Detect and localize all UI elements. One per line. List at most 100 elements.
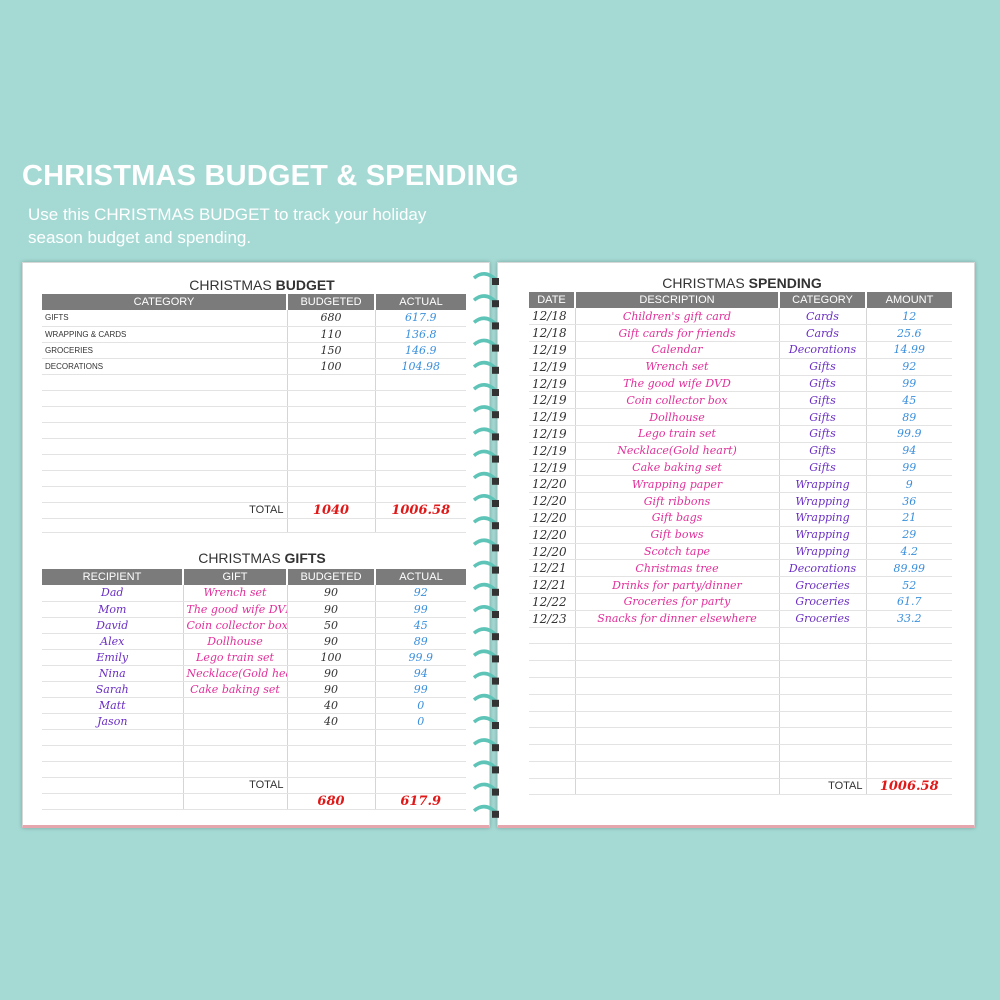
- binding-hole: [492, 433, 499, 441]
- table-cell: [575, 694, 780, 712]
- table-cell: Groceries: [779, 610, 867, 628]
- table-cell: [575, 744, 780, 763]
- table-row: 12/18 Children's gift card Cards 12: [529, 308, 952, 326]
- table-cell: 12/22: [529, 593, 576, 611]
- table-cell: 99: [866, 375, 952, 393]
- table-cell: Cake baking set: [183, 681, 288, 698]
- table-cell: [287, 518, 376, 533]
- table-cell: [42, 406, 288, 423]
- table-cell: [375, 454, 466, 471]
- table-row: 12/19 Cake baking set Gifts 99: [529, 459, 952, 477]
- table-cell: [42, 745, 184, 762]
- table-cell: Dad: [42, 585, 184, 602]
- table-header-row: RECIPIENT GIFT BUDGETED ACTUAL: [42, 569, 466, 585]
- table-row: David Coin collector box 50 45: [42, 617, 466, 634]
- binding-hole: [492, 788, 499, 796]
- table-cell: 90: [287, 585, 376, 602]
- binding-hole: [492, 344, 499, 352]
- table-cell: [866, 694, 952, 712]
- gifts-table: RECIPIENT GIFT BUDGETED ACTUAL Dad Wrench set…: [42, 569, 466, 810]
- table-cell: [779, 627, 867, 645]
- table-cell: [287, 777, 376, 794]
- table-cell: 52: [866, 576, 952, 595]
- table-cell: 100: [287, 649, 376, 666]
- table-cell: Gifts: [779, 459, 867, 477]
- table-cell: [529, 778, 576, 795]
- table-cell: Groceries: [779, 576, 867, 595]
- table-cell: Mom: [42, 601, 184, 618]
- binding-hole: [492, 278, 499, 285]
- table-cell: [866, 643, 952, 662]
- left-planner-page: CHRISTMAS BUDGET CATEGORY BUDGETED ACTUAL G…: [22, 262, 490, 828]
- table-cell: 40: [287, 713, 376, 730]
- table-cell: [529, 694, 576, 712]
- table-row: 12/20 Gift ribbons Wrapping 36: [529, 492, 952, 511]
- table-cell: 100: [287, 358, 376, 375]
- table-cell: [287, 406, 376, 423]
- table-cell: [42, 793, 184, 810]
- table-cell: Scotch tape: [575, 543, 780, 561]
- table-cell: [779, 694, 867, 712]
- table-cell: [575, 643, 780, 662]
- table-cell: 94: [375, 665, 466, 682]
- table-row: 12/18 Gift cards for friends Cards 25.6: [529, 324, 952, 343]
- table-row: Emily Lego train set 100 99.9: [42, 649, 466, 666]
- table-cell: Coin collector box: [183, 617, 288, 634]
- table-cell: Gifts: [779, 375, 867, 393]
- table-cell: 617.9: [375, 310, 466, 327]
- binding-hole: [492, 322, 499, 330]
- column-header: GIFT: [183, 569, 288, 585]
- table-cell: [866, 727, 952, 746]
- table-cell: [779, 727, 867, 746]
- column-header: DATE: [529, 292, 576, 308]
- table-cell: 61.7: [866, 593, 952, 611]
- table-row: Sarah Cake baking set 90 99: [42, 681, 466, 698]
- table-cell: 9: [866, 475, 952, 494]
- column-header: CATEGORY: [779, 292, 867, 308]
- table-cell: Lego train set: [183, 649, 288, 666]
- table-row: [529, 643, 952, 662]
- table-row: Jason 40 0: [42, 713, 466, 730]
- table-cell: 89: [866, 408, 952, 427]
- table-cell: GROCERIES: [42, 342, 288, 359]
- table-row: [529, 677, 952, 695]
- table-cell: [42, 486, 288, 503]
- spiral-binding: [472, 272, 500, 818]
- binding-hole: [492, 411, 499, 419]
- spending-table: DATE DESCRIPTION CATEGORY AMOUNT 12/18 Childr…: [529, 292, 952, 795]
- gifts-title: CHRISTMAS GIFTS: [23, 550, 501, 566]
- gifts-title-bold: GIFTS: [284, 550, 326, 566]
- table-cell: 12/19: [529, 358, 576, 376]
- table-row: 12/20 Scotch tape Wrapping 4.2: [529, 543, 952, 561]
- table-cell: Cards: [779, 324, 867, 343]
- table-cell: [375, 745, 466, 762]
- total-label: TOTAL: [183, 777, 288, 794]
- table-cell: Gifts: [779, 358, 867, 376]
- right-planner-page: CHRISTMAS SPENDING DATE DESCRIPTION CATEGO…: [497, 262, 975, 828]
- table-cell: 99: [375, 601, 466, 618]
- table-cell: [375, 518, 466, 533]
- table-cell: Wrapping: [779, 492, 867, 511]
- table-row: 12/19 Coin collector box Gifts 45: [529, 391, 952, 410]
- table-cell: 99: [866, 459, 952, 477]
- table-cell: [287, 454, 376, 471]
- table-row: Dad Wrench set 90 92: [42, 585, 466, 602]
- table-row: [529, 694, 952, 712]
- total-budgeted: 680: [287, 793, 376, 810]
- table-cell: [779, 677, 867, 695]
- binding-hole: [492, 655, 499, 663]
- table-cell: [529, 711, 576, 729]
- table-row: 12/20 Gift bags Wrapping 21: [529, 509, 952, 527]
- table-cell: [529, 643, 576, 662]
- table-cell: Decorations: [779, 341, 867, 359]
- table-cell: [866, 677, 952, 695]
- column-header: ACTUAL: [375, 294, 466, 310]
- table-cell: [529, 727, 576, 746]
- table-row: [42, 422, 466, 439]
- table-cell: [529, 677, 576, 695]
- table-cell: [575, 727, 780, 746]
- table-row: [42, 374, 466, 391]
- table-row: GIFTS 680 617.9: [42, 310, 466, 327]
- table-cell: Drinks for party/dinner: [575, 576, 780, 595]
- table-cell: [42, 390, 288, 407]
